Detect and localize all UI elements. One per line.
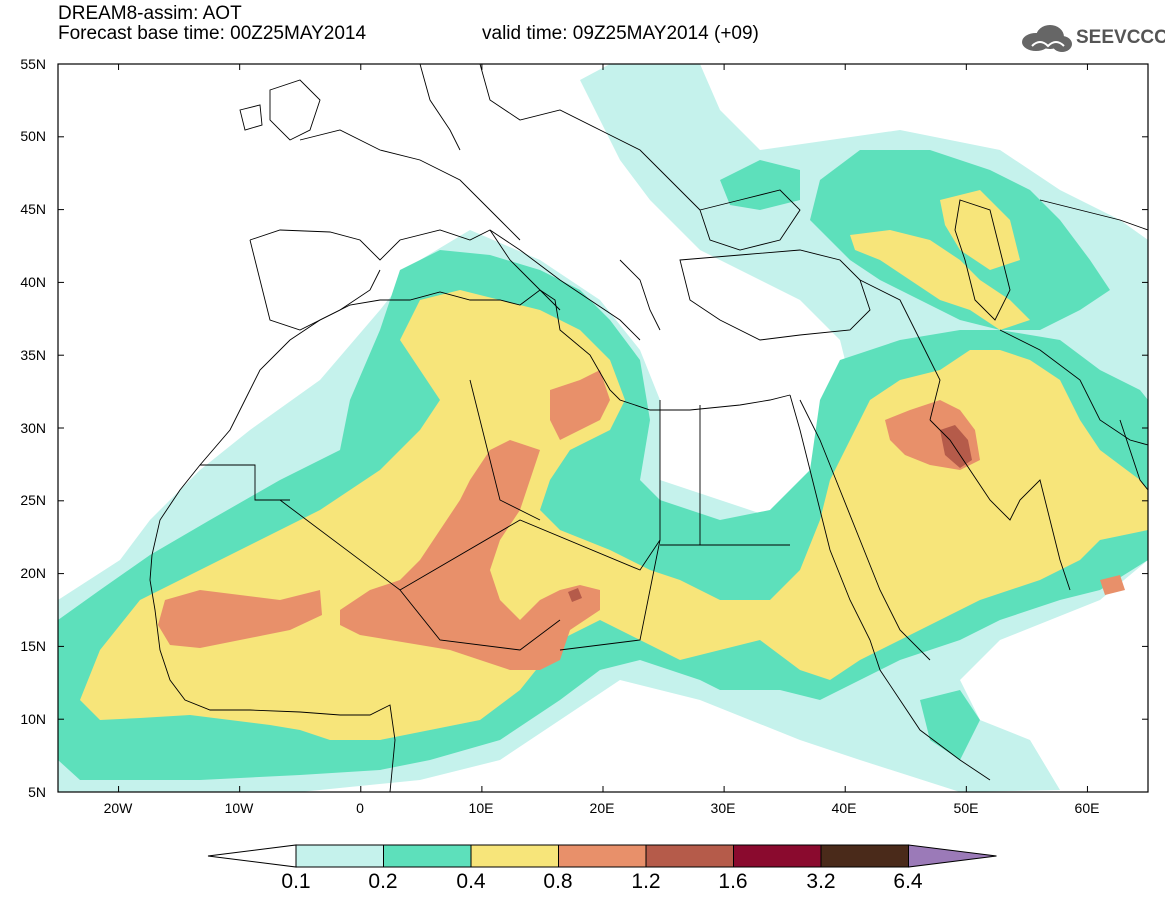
colorbar-label-6.4: 6.4 <box>893 870 923 893</box>
forecast-base-time: Forecast base time: 00Z25MAY2014 <box>58 23 367 44</box>
lat-label-25n: 25N <box>20 492 46 508</box>
lat-label-55n: 55N <box>20 56 46 72</box>
lat-label-50n: 50N <box>20 128 46 144</box>
colorbar-segment <box>295 844 384 868</box>
valid-time: valid time: 09Z25MAY2014 (+09) <box>482 23 759 44</box>
lat-label-45n: 45N <box>20 201 46 217</box>
lat-label-20n: 20N <box>20 565 46 581</box>
colorbar-segment <box>383 844 472 868</box>
colorbar-segment <box>470 844 559 868</box>
aot-level-0.8 <box>158 370 1125 670</box>
colorbar-label-0.4: 0.4 <box>456 870 486 893</box>
colorbar-label-0.2: 0.2 <box>368 870 398 893</box>
lon-label-10e: 10E <box>468 800 494 816</box>
title-line-1: DREAM8-assim: AOT <box>58 3 242 24</box>
lat-label-35n: 35N <box>20 347 46 363</box>
seevccc-cloud-logo-icon <box>1022 25 1072 52</box>
lat-label-30n: 30N <box>20 420 46 436</box>
colorbar-segment <box>558 844 647 868</box>
lon-label-40e: 40E <box>831 800 857 816</box>
colorbar-label-3.2: 3.2 <box>806 870 836 893</box>
lat-label-10n: 10N <box>20 711 46 727</box>
lon-label-50e: 50E <box>953 800 979 816</box>
colorbar-label-1.2: 1.2 <box>631 870 661 893</box>
colorbar <box>207 844 997 868</box>
lon-label-0: 0 <box>356 800 364 816</box>
lon-label-20e: 20E <box>589 800 615 816</box>
lat-label-5n: 5N <box>28 784 46 800</box>
axis-ticks <box>58 63 1148 793</box>
aot-level-1.2 <box>568 425 972 602</box>
colorbar-label-0.1: 0.1 <box>281 870 311 893</box>
colorbar-segment <box>645 844 734 868</box>
colorbar-segment <box>820 844 909 868</box>
lon-label-10w: 10W <box>224 800 254 816</box>
logo-text: SEEVCCC <box>1076 27 1165 48</box>
lon-label-30e: 30E <box>710 800 736 816</box>
colorbar-over-triangle <box>908 844 997 868</box>
colorbar-label-0.8: 0.8 <box>543 870 573 893</box>
aot-contour-fields <box>58 64 1148 792</box>
lat-label-40n: 40N <box>20 274 46 290</box>
lon-label-20w: 20W <box>103 800 133 816</box>
coastlines-borders <box>149 64 1148 792</box>
lat-label-15n: 15N <box>20 638 46 654</box>
colorbar-label-1.6: 1.6 <box>718 870 748 893</box>
lon-label-60e: 60E <box>1074 800 1100 816</box>
colorbar-segment <box>733 844 822 868</box>
colorbar-under-triangle <box>207 844 297 868</box>
